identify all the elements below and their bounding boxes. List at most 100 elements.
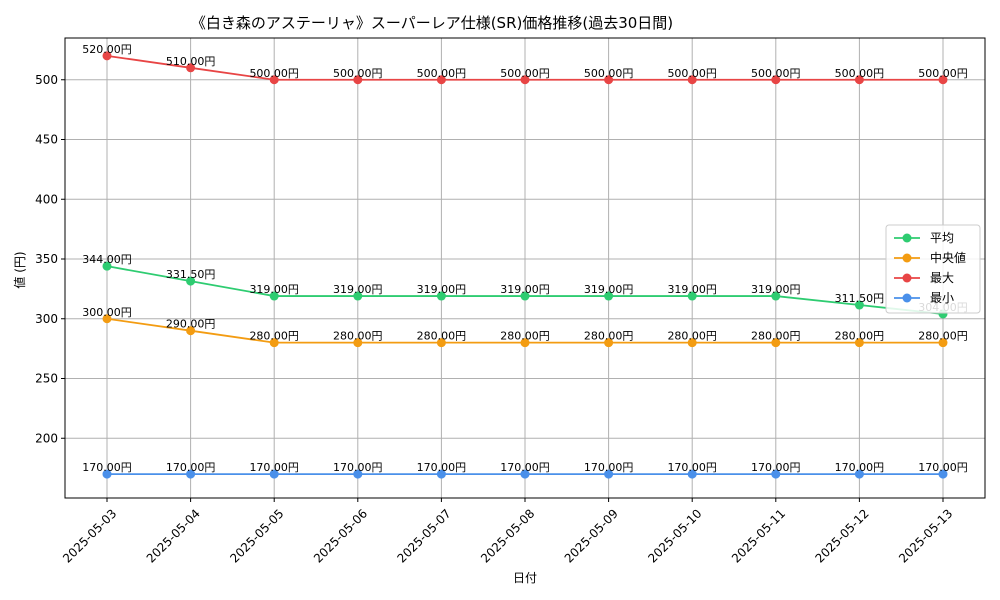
data-point — [604, 338, 614, 348]
data-label: 280.00円 — [751, 330, 801, 343]
data-point — [604, 469, 614, 479]
data-label: 500.00円 — [835, 67, 885, 80]
data-label: 280.00円 — [249, 330, 299, 343]
data-label: 280.00円 — [584, 330, 634, 343]
data-point — [353, 291, 363, 301]
data-point — [771, 291, 781, 301]
data-point — [102, 261, 112, 271]
x-tick-label: 2025-05-04 — [144, 506, 203, 565]
data-label: 280.00円 — [417, 330, 467, 343]
data-point — [353, 75, 363, 85]
data-label: 170.00円 — [249, 461, 299, 474]
data-label: 319.00円 — [249, 283, 299, 296]
data-label: 500.00円 — [333, 67, 383, 80]
data-point — [771, 469, 781, 479]
legend-box — [885, 224, 981, 314]
data-point — [687, 75, 697, 85]
legend-marker — [902, 253, 912, 263]
chart-title: 《白き森のアステーリャ》スーパーレア仕様(SR)価格推移(過去30日間) — [191, 14, 673, 32]
data-point — [687, 291, 697, 301]
x-tick-label: 2025-05-06 — [311, 506, 370, 565]
data-point — [520, 469, 530, 479]
data-label: 500.00円 — [417, 67, 467, 80]
data-point — [687, 338, 697, 348]
data-point — [436, 469, 446, 479]
data-point — [353, 338, 363, 348]
data-label: 311.50円 — [835, 292, 885, 305]
x-tick-label: 2025-05-03 — [60, 506, 119, 565]
legend-marker — [902, 293, 912, 303]
legend-label: 最大 — [930, 271, 954, 285]
data-point — [854, 75, 864, 85]
y-tick-label: 250 — [35, 372, 58, 386]
data-point — [520, 291, 530, 301]
y-tick-label: 450 — [35, 133, 58, 147]
data-label: 319.00円 — [500, 283, 550, 296]
data-label: 520.00円 — [82, 43, 132, 56]
data-label: 280.00円 — [333, 330, 383, 343]
x-tick-label: 2025-05-11 — [729, 506, 788, 565]
data-label: 170.00円 — [500, 461, 550, 474]
data-point — [687, 469, 697, 479]
data-point — [353, 469, 363, 479]
data-point — [854, 338, 864, 348]
data-point — [186, 326, 196, 336]
data-label: 170.00円 — [166, 461, 216, 474]
data-label: 170.00円 — [82, 461, 132, 474]
data-point — [854, 300, 864, 310]
data-label: 319.00円 — [751, 283, 801, 296]
data-point — [269, 338, 279, 348]
data-point — [269, 469, 279, 479]
data-point — [102, 314, 112, 324]
y-axis-label: 値 (円) — [12, 251, 27, 288]
data-label: 344.00円 — [82, 253, 132, 266]
data-label: 500.00円 — [667, 67, 717, 80]
data-label: 500.00円 — [249, 67, 299, 80]
legend-marker — [902, 273, 912, 283]
x-tick-label: 2025-05-08 — [478, 506, 537, 565]
y-tick-label: 350 — [35, 252, 58, 266]
data-label: 280.00円 — [667, 330, 717, 343]
data-label: 290.00円 — [166, 318, 216, 331]
data-label: 300.00円 — [82, 306, 132, 319]
data-point — [938, 338, 948, 348]
y-tick-label: 500 — [35, 73, 58, 87]
x-tick-label: 2025-05-07 — [395, 506, 454, 565]
data-point — [938, 469, 948, 479]
y-tick-label: 400 — [35, 192, 58, 206]
data-point — [102, 51, 112, 61]
data-label: 170.00円 — [835, 461, 885, 474]
data-point — [186, 469, 196, 479]
legend-label: 平均 — [930, 231, 954, 245]
series-lines — [102, 51, 948, 479]
data-point — [102, 469, 112, 479]
legend-marker — [902, 233, 912, 243]
data-label: 319.00円 — [584, 283, 634, 296]
data-point — [186, 276, 196, 286]
data-point — [604, 75, 614, 85]
data-label: 280.00円 — [500, 330, 550, 343]
x-axis-label: 日付 — [513, 571, 537, 585]
data-label: 170.00円 — [417, 461, 467, 474]
x-tick-label: 2025-05-09 — [562, 506, 621, 565]
data-label: 331.50円 — [166, 268, 216, 281]
x-tick-label: 2025-05-05 — [227, 506, 286, 565]
legend-label: 中央値 — [930, 250, 966, 265]
data-point — [520, 75, 530, 85]
y-tick-label: 300 — [35, 312, 58, 326]
data-label: 280.00円 — [835, 330, 885, 343]
x-tick-label: 2025-05-12 — [813, 506, 872, 565]
y-tick-label: 200 — [35, 431, 58, 445]
data-label: 510.00円 — [166, 55, 216, 68]
data-point — [771, 338, 781, 348]
data-label: 170.00円 — [751, 461, 801, 474]
data-label: 280.00円 — [918, 330, 968, 343]
data-label: 170.00円 — [667, 461, 717, 474]
data-point — [854, 469, 864, 479]
data-point — [269, 291, 279, 301]
data-label: 500.00円 — [751, 67, 801, 80]
plot-frame — [64, 37, 986, 499]
data-label: 319.00円 — [667, 283, 717, 296]
